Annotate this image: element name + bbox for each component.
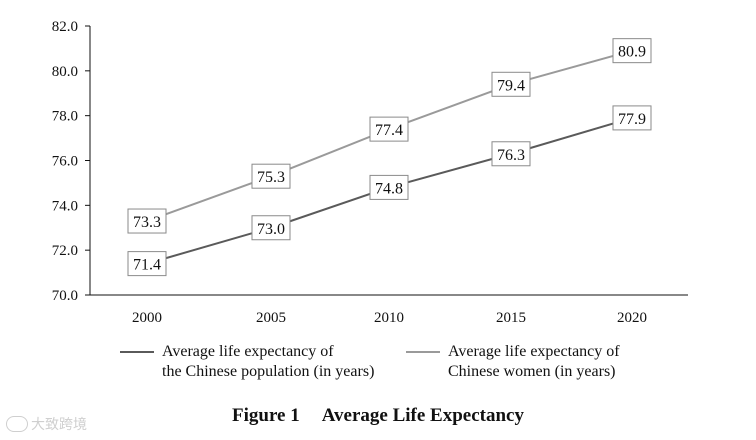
- legend-item-population: Average life expectancy of the Chinese p…: [120, 342, 374, 382]
- legend-label-women-line1: Average life expectancy of: [448, 343, 620, 360]
- line-chart: 70.0 72.0 74.0 76.0 78.0 80.0 82.0 2000 2005 2010…: [52, 19, 688, 326]
- y-tick-label: 76.0: [52, 154, 78, 170]
- watermark: 大致跨境: [6, 414, 87, 434]
- data-label-text: 71.4: [133, 257, 161, 274]
- chart-series-layer: 73.3 75.3 77.4 79.4 80.9 71.4 73.0 74.8 76.3 77.9: [127, 38, 652, 277]
- data-label-box: [612, 38, 652, 64]
- legend-item-women: Average life expectancy of Chinese women…: [406, 342, 620, 382]
- data-label-women: 75.3: [251, 163, 291, 189]
- legend-swatch-women: [406, 351, 440, 353]
- data-label-text: 77.4: [375, 122, 403, 139]
- x-tick-label: 2000: [132, 310, 162, 326]
- data-label-box: [127, 251, 167, 277]
- data-label-text: 74.8: [375, 180, 403, 197]
- data-label-text: 79.4: [497, 77, 525, 94]
- x-tick-label: 2010: [374, 310, 404, 326]
- watermark-text: 大致跨境: [31, 417, 87, 433]
- data-label-population: 76.3: [491, 141, 531, 167]
- data-label-text: 80.9: [618, 44, 646, 61]
- data-label-box: [369, 116, 409, 142]
- data-label-text: 77.9: [618, 111, 646, 128]
- data-label-population: 77.9: [612, 105, 652, 131]
- legend-label-women: Average life expectancy of Chinese women…: [448, 342, 620, 382]
- data-label-box: [251, 215, 291, 241]
- data-label-text: 73.3: [133, 214, 161, 231]
- y-tick-label: 78.0: [52, 109, 78, 125]
- data-label-box: [251, 163, 291, 189]
- cloud-logo-icon: [6, 416, 28, 432]
- data-label-text: 73.0: [257, 221, 285, 238]
- legend-swatch-population: [120, 351, 154, 353]
- data-label-box: [612, 105, 652, 131]
- y-tick-label: 80.0: [52, 64, 78, 80]
- legend-label-population-line2: the Chinese population (in years): [162, 363, 375, 380]
- data-label-box: [369, 174, 409, 200]
- legend-label-women-line2: Chinese women (in years): [448, 363, 616, 380]
- data-label-women: 73.3: [127, 208, 167, 234]
- data-label-population: 74.8: [369, 174, 409, 200]
- data-label-text: 76.3: [497, 147, 525, 164]
- data-label-women: 79.4: [491, 71, 531, 97]
- data-label-text: 75.3: [257, 169, 285, 186]
- figure-caption-number: Figure 1: [232, 405, 300, 426]
- y-tick-label: 70.0: [52, 288, 78, 304]
- data-label-box: [127, 208, 167, 234]
- chart-axes: 70.0 72.0 74.0 76.0 78.0 80.0 82.0 2000 2005 2010…: [52, 19, 688, 326]
- legend-label-population: Average life expectancy of the Chinese p…: [162, 342, 374, 382]
- data-label-box: [491, 71, 531, 97]
- x-tick-label: 2005: [256, 310, 286, 326]
- data-label-women: 77.4: [369, 116, 409, 142]
- x-tick-label: 2015: [496, 310, 526, 326]
- data-label-women: 80.9: [612, 38, 652, 64]
- y-tick-label: 82.0: [52, 19, 78, 35]
- figure-caption: Figure 1 Average Life Expectancy: [0, 405, 756, 427]
- data-label-population: 71.4: [127, 251, 167, 277]
- x-tick-label: 2020: [617, 310, 647, 326]
- data-label-population: 73.0: [251, 215, 291, 241]
- figure-caption-text: Average Life Expectancy: [321, 405, 524, 426]
- y-tick-label: 74.0: [52, 198, 78, 214]
- data-label-box: [491, 141, 531, 167]
- y-tick-label: 72.0: [52, 243, 78, 259]
- legend-label-population-line1: Average life expectancy of: [162, 343, 334, 360]
